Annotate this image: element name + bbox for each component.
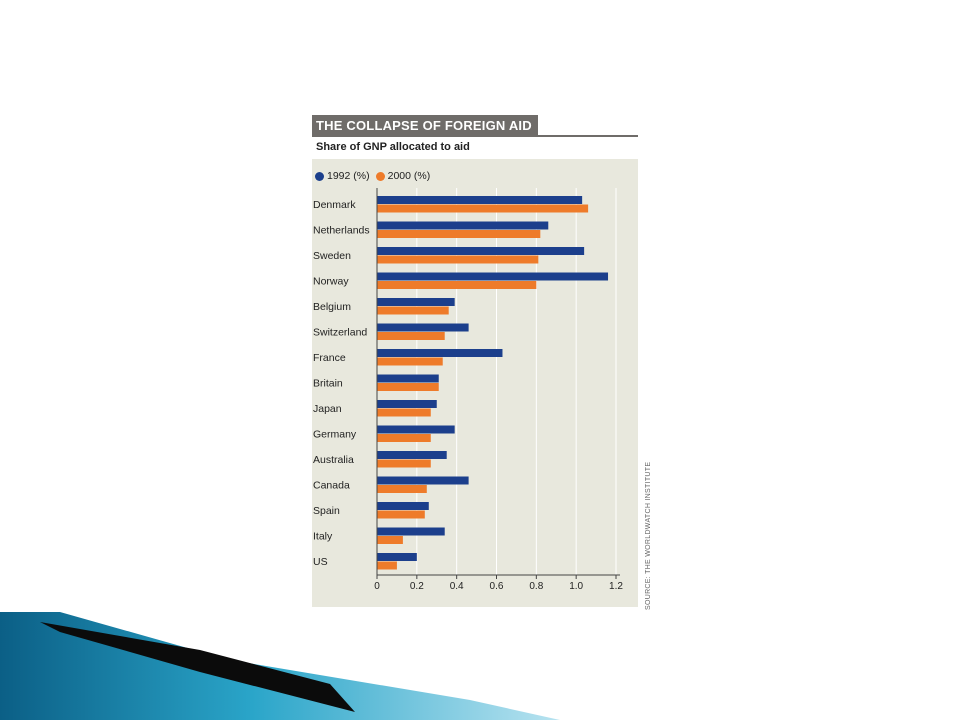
legend-label-1992: 1992 (%)	[327, 170, 370, 182]
legend-item-2000: 2000 (%)	[375, 170, 431, 182]
bar-australia-1992	[377, 451, 447, 459]
bar-france-2000	[377, 357, 443, 366]
x-tick-label-4: 0.8	[529, 581, 543, 592]
bar-japan-2000	[377, 408, 431, 417]
title-rule	[312, 135, 638, 137]
legend-label-2000: 2000 (%)	[387, 170, 431, 182]
category-label-australia: Australia	[313, 454, 354, 466]
x-tick-label-5: 1.0	[569, 581, 583, 592]
bar-switzerland-1992	[377, 323, 469, 332]
category-label-canada: Canada	[313, 480, 350, 492]
bar-netherlands-2000	[377, 230, 541, 238]
bar-belgium-1992	[377, 298, 455, 306]
bar-spain-1992	[377, 502, 429, 510]
x-tick-label-2: 0.4	[450, 581, 464, 592]
category-label-sweden: Sweden	[313, 250, 351, 262]
bar-us-1992	[377, 553, 417, 561]
bar-italy-2000	[377, 536, 403, 544]
chart-title: THE COLLAPSE OF FOREIGN AID	[312, 115, 538, 137]
bar-canada-2000	[377, 485, 427, 493]
bar-switzerland-2000	[377, 332, 445, 340]
chart-panel: THE COLLAPSE OF FOREIGN AID Share of GNP…	[312, 112, 652, 610]
legend: 1992 (%) 2000 (%)	[315, 170, 436, 182]
legend-item-1992: 1992 (%)	[315, 170, 370, 182]
bar-denmark-2000	[377, 204, 589, 213]
x-tick-label-6: 1.2	[609, 581, 623, 592]
category-label-netherlands: Netherlands	[313, 225, 370, 237]
slide-black-swoosh	[40, 622, 355, 712]
legend-swatch-2000	[375, 171, 385, 181]
category-label-italy: Italy	[313, 531, 333, 543]
bar-germany-1992	[377, 425, 455, 434]
category-label-japan: Japan	[313, 403, 342, 415]
category-label-belgium: Belgium	[313, 301, 351, 313]
bar-italy-1992	[377, 527, 445, 536]
category-label-switzerland: Switzerland	[313, 327, 367, 339]
bar-spain-2000	[377, 510, 425, 519]
x-tick-label-1: 0.2	[410, 581, 424, 592]
bar-us-2000	[377, 561, 397, 570]
category-label-norway: Norway	[313, 276, 349, 288]
chart-subtitle: Share of GNP allocated to aid	[316, 141, 470, 153]
category-label-britain: Britain	[313, 378, 343, 390]
category-label-france: France	[313, 352, 346, 364]
bar-norway-2000	[377, 281, 537, 289]
source-note: SOURCE: THE WORLDWATCH INSTITUTE	[645, 461, 652, 610]
bar-chart: Denmark Netherlands Sweden Norway Belgium Swi…	[313, 188, 623, 592]
bar-australia-2000	[377, 459, 431, 468]
bar-sweden-1992	[377, 247, 585, 255]
category-label-us: US	[313, 556, 328, 568]
x-tick-label-3: 0.6	[490, 581, 504, 592]
bar-britain-2000	[377, 383, 439, 391]
bar-germany-2000	[377, 434, 431, 442]
x-tick-label-0: 0	[374, 581, 380, 592]
bar-belgium-2000	[377, 306, 449, 315]
bar-japan-1992	[377, 400, 437, 408]
category-label-spain: Spain	[313, 505, 340, 517]
category-label-germany: Germany	[313, 429, 357, 441]
bar-france-1992	[377, 349, 503, 357]
bar-sweden-2000	[377, 255, 539, 264]
legend-swatch-1992	[315, 171, 324, 181]
bar-netherlands-1992	[377, 221, 549, 230]
bar-canada-1992	[377, 476, 469, 485]
bar-britain-1992	[377, 374, 439, 383]
bar-denmark-1992	[377, 196, 583, 204]
slide-blue-swoosh	[0, 612, 560, 720]
category-label-denmark: Denmark	[313, 199, 356, 211]
bar-norway-1992	[377, 272, 609, 281]
